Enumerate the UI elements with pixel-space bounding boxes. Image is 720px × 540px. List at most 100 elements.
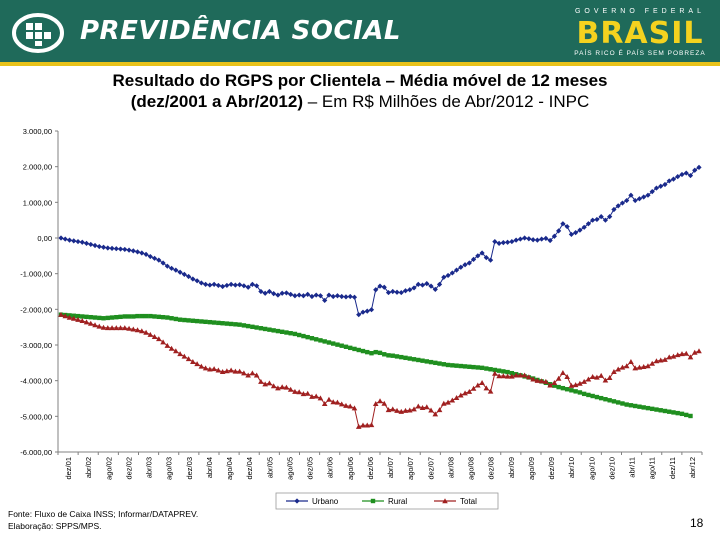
data-point-urbano [641,194,647,200]
data-point-rural [322,339,327,344]
x-tick-label: abr/02 [84,457,93,478]
data-point-rural [373,349,378,355]
data-point-total [143,329,149,335]
x-tick-label: ago/03 [165,457,174,480]
data-point-rural [194,318,200,324]
data-point-total [560,370,566,376]
data-point-urbano [658,183,664,189]
data-point-rural [437,361,442,366]
title-line-2: (dez/2001 a Abr/2012) – Em R$ Milhões de… [20,91,700,112]
data-point-urbano [513,237,519,243]
data-point-total [168,345,175,351]
data-point-total [304,390,311,396]
data-point-total [381,400,388,406]
y-tick-label: 3.000,00 [23,127,52,136]
data-point-rural [560,385,566,391]
data-point-urbano [364,308,370,314]
data-point-rural [501,369,506,374]
data-point-urbano [96,243,102,250]
legend-marker-total [442,498,448,504]
data-point-rural [186,318,191,323]
data-point-total [385,407,392,413]
gov-brasil-text: BRASIL [576,16,704,51]
data-point-rural [233,322,238,327]
data-point-urbano [330,293,336,300]
data-point-total [100,324,107,330]
data-point-urbano [100,244,107,250]
data-point-urbano [492,238,498,245]
data-point-total [202,365,209,371]
data-point-urbano [445,272,451,279]
data-point-total [292,388,298,394]
data-point-total [653,358,660,364]
data-point-urbano [207,282,213,288]
data-point-urbano [373,287,379,293]
data-point-total [343,402,349,408]
data-point-total [687,354,694,360]
data-point-rural [80,314,85,319]
data-point-total [394,407,400,413]
data-point-urbano [479,250,485,256]
legend-marker-rural [370,498,376,504]
data-point-rural [688,413,693,419]
data-point-rural [105,315,110,321]
data-point-total [113,325,120,331]
x-tick-label: ago/07 [406,457,415,480]
data-point-rural [586,392,591,398]
data-point-rural [271,328,276,333]
data-point-total [406,407,413,413]
data-point-rural [216,320,221,326]
data-point-urbano [449,270,455,276]
data-point-rural [369,351,374,356]
data-point-urbano [381,284,387,290]
title-unit: – Em R$ Milhões de Abr/2012 - INPC [303,92,590,111]
data-point-rural [471,364,476,370]
data-point-rural [403,355,408,361]
data-point-urbano [590,217,596,223]
data-point-rural [228,321,234,327]
data-point-total [228,367,234,373]
x-tick-label: dez/07 [426,457,435,480]
data-point-total [492,370,498,376]
data-point-rural [581,391,587,397]
x-tick-label: dez/05 [306,457,315,480]
data-point-total [640,363,647,369]
data-point-urbano [522,235,528,241]
data-point-rural [245,323,251,329]
data-point-urbano [526,236,532,242]
data-point-rural [382,352,387,357]
x-tick-label: ago/09 [527,457,536,480]
data-point-urbano [143,251,149,258]
data-point-rural [169,316,174,321]
data-point-urbano [441,274,447,280]
data-point-rural [305,334,310,340]
data-point-urbano [334,293,341,299]
data-point-total [428,407,434,413]
data-point-urbano [75,238,81,245]
data-point-urbano [283,290,290,296]
data-point-urbano [139,250,145,256]
data-point-rural [301,333,306,339]
x-tick-label: abr/09 [507,457,516,478]
title-line-1: Resultado do RGPS por Clientela – Média … [112,71,608,90]
data-point-total [134,327,141,333]
data-point-rural [654,407,659,412]
data-point-total [683,350,690,356]
data-point-rural [88,314,93,320]
data-point-urbano [602,217,609,223]
data-point-total [602,377,609,383]
data-point-rural [679,411,685,417]
data-point-urbano [198,280,204,286]
data-point-total [594,374,600,380]
data-point-urbano [215,282,221,289]
x-tick-label: abr/12 [688,457,697,478]
data-point-rural [131,314,136,319]
data-point-rural [484,366,489,371]
data-point-total [62,313,69,319]
data-point-rural [348,345,353,351]
x-tick-label: abr/07 [386,457,395,478]
data-point-urbano [581,224,587,230]
data-point-rural [552,383,557,388]
data-point-urbano [109,245,115,251]
data-point-total [564,373,570,379]
